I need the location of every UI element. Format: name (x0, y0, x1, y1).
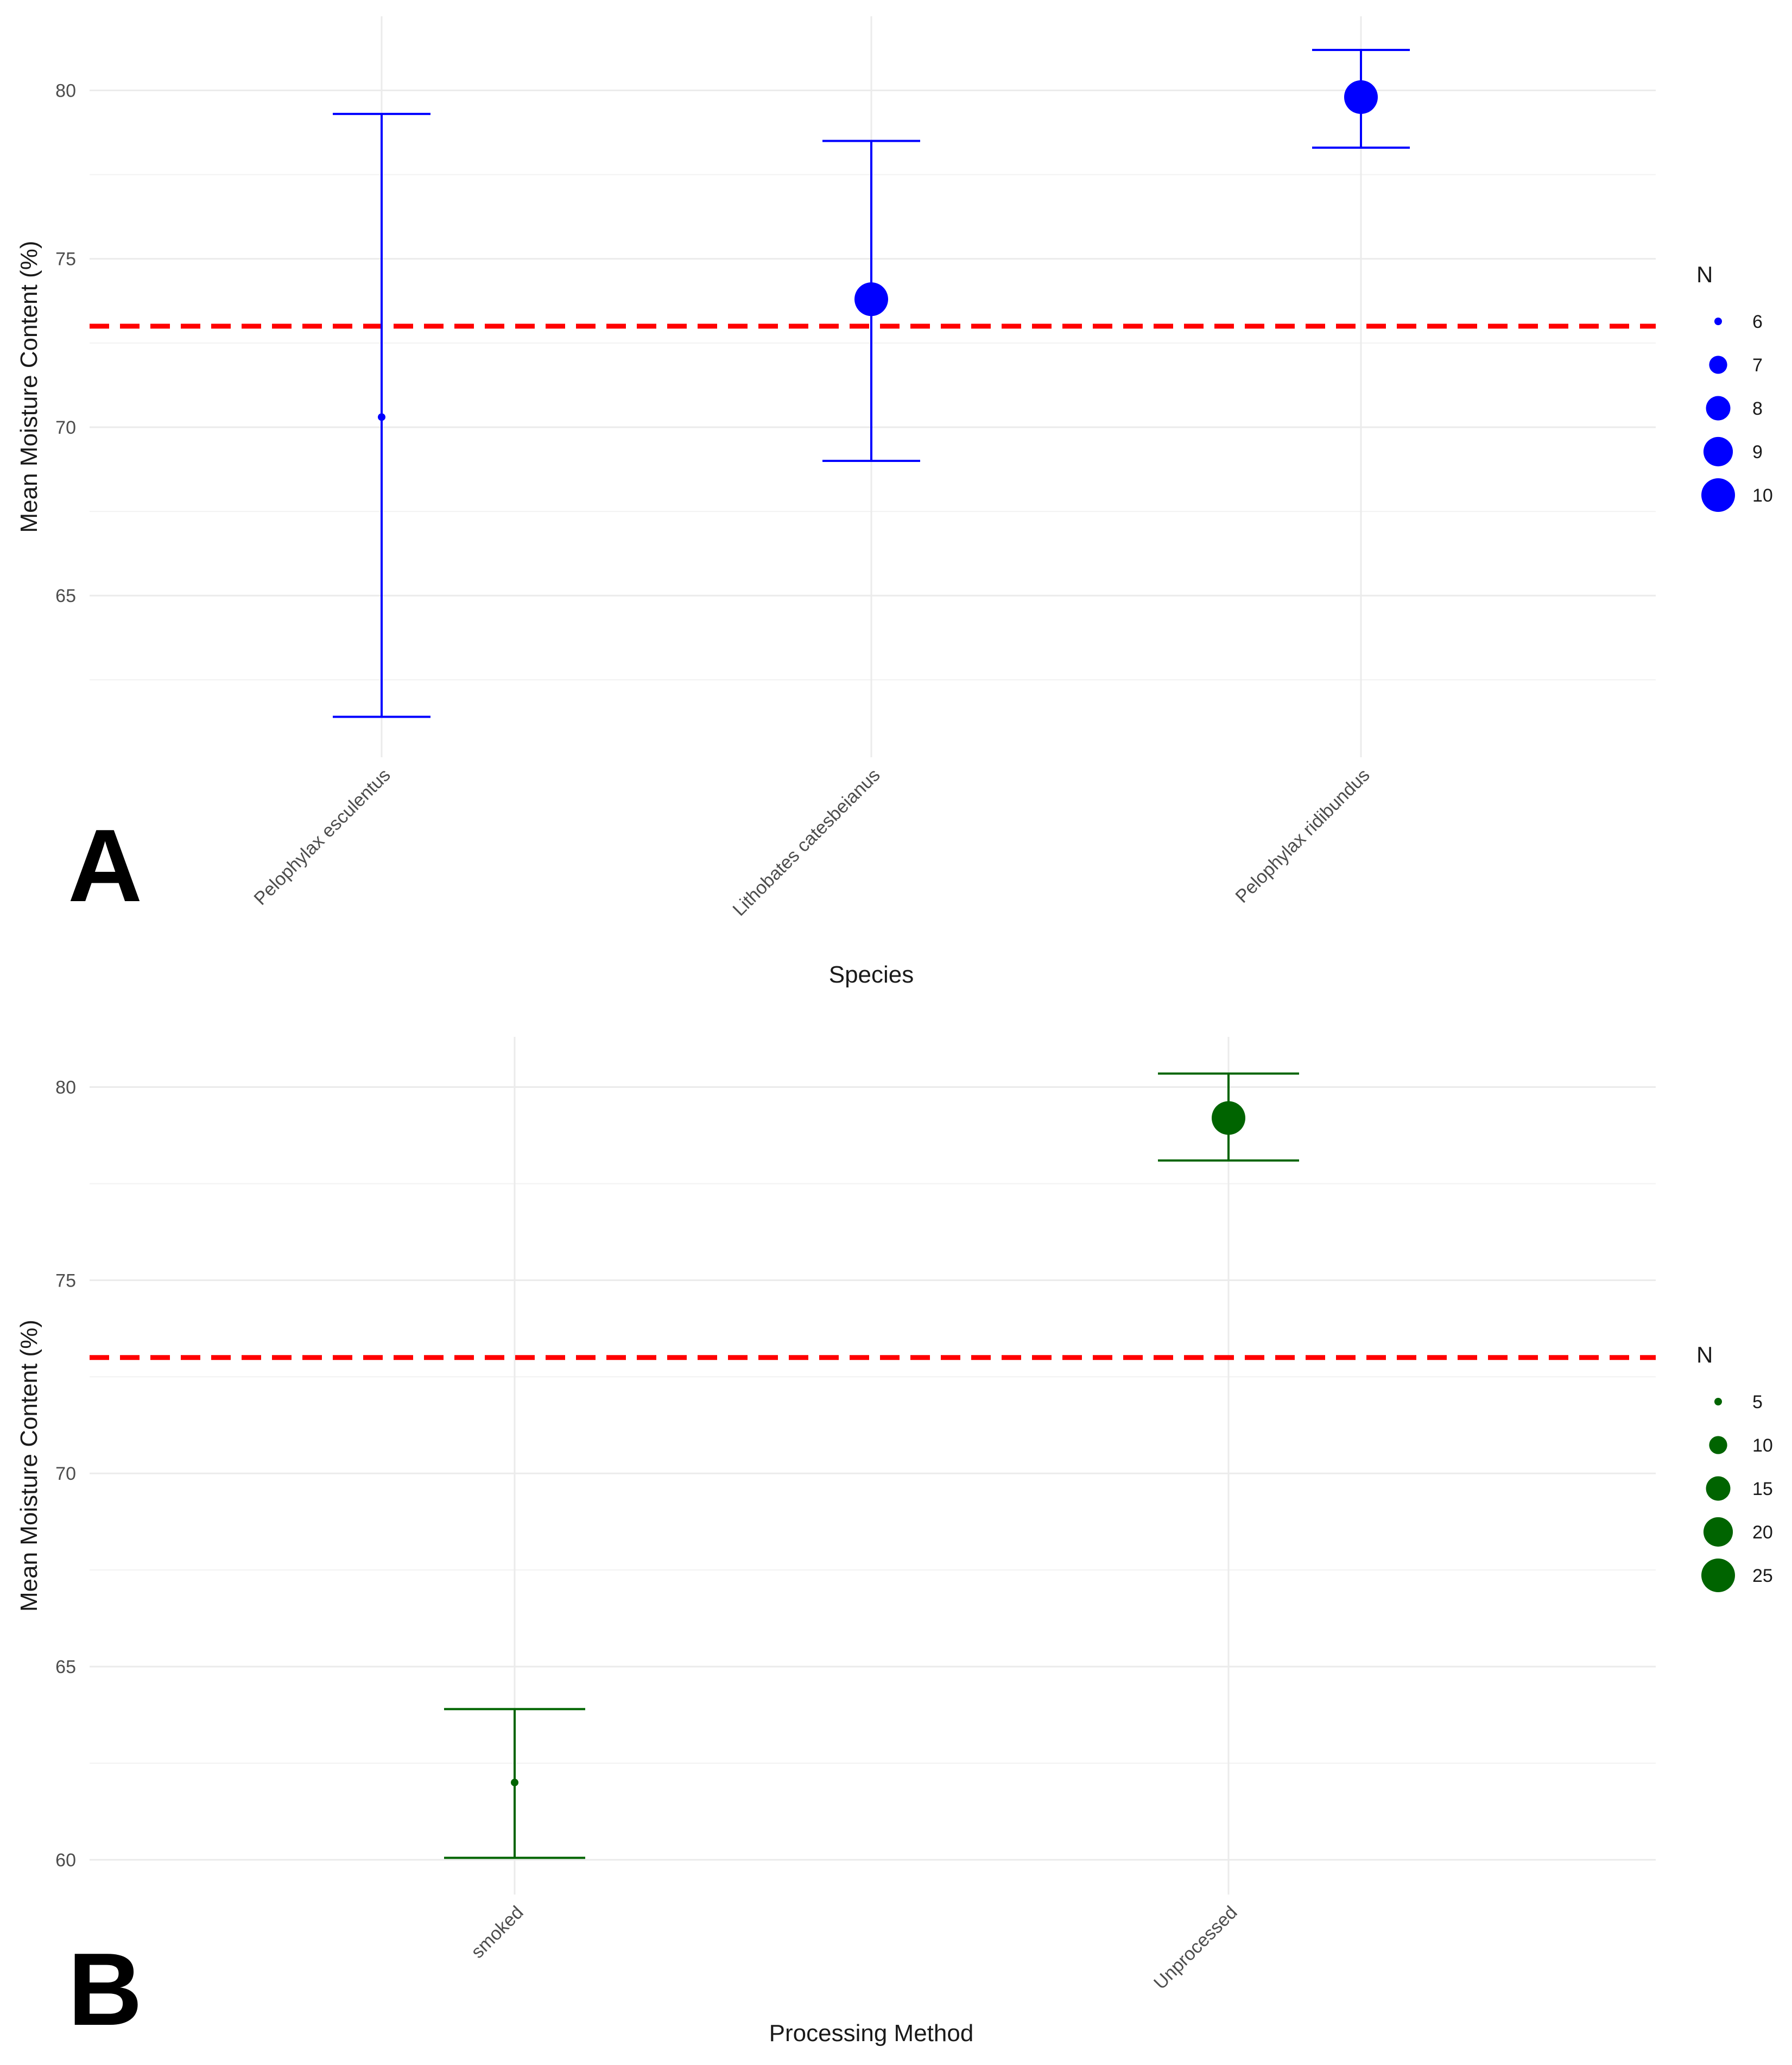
legend-label-9: 9 (1752, 442, 1763, 463)
legend-label-15: 15 (1752, 1479, 1773, 1499)
size-legend: N 6 7 8 9 10 (1696, 262, 1773, 512)
y-tick-label: 75 (55, 249, 76, 270)
legend-title: N (1696, 1342, 1713, 1367)
error-bar-pelophylax-ridibundus (1312, 49, 1410, 149)
legend-label-25: 25 (1752, 1566, 1773, 1586)
legend-key-9 (1703, 436, 1733, 467)
panel-a-species-chart: 65 70 75 80 Pelophylax esculentus Lithobates … (16, 16, 1773, 988)
legend-key-10 (1701, 478, 1735, 512)
x-tick-label-smoked: smoked (467, 1902, 528, 1962)
y-tick-label: 65 (55, 586, 76, 606)
y-tick-label: 60 (55, 1850, 76, 1871)
legend-label-7: 7 (1752, 355, 1763, 376)
legend-key-10 (1709, 1436, 1727, 1454)
legend-key-25 (1701, 1559, 1735, 1592)
x-tick-label-unprocessed: Unprocessed (1150, 1902, 1242, 1994)
legend-label-10: 10 (1752, 1435, 1773, 1456)
legend-label-10: 10 (1752, 485, 1773, 506)
error-bar-pelophylax-esculentus (333, 112, 430, 718)
legend-key-15 (1706, 1476, 1731, 1501)
legend-key-6 (1714, 318, 1722, 325)
mean-point-lithobates-catesbeianus (854, 282, 888, 316)
x-axis-title: Processing Method (769, 2020, 974, 2047)
error-bar-unprocessed (1158, 1072, 1299, 1162)
mean-point-smoked (511, 1778, 518, 1787)
x-axis-title: Species (829, 961, 914, 988)
y-tick-label: 70 (55, 1464, 76, 1484)
x-tick-label-pelophylax-esculentus: Pelophylax esculentus (250, 765, 395, 909)
legend-label-8: 8 (1752, 398, 1763, 419)
mean-point-unprocessed (1212, 1101, 1245, 1135)
legend-label-6: 6 (1752, 312, 1763, 332)
legend-title: N (1696, 262, 1713, 287)
legend-key-7 (1709, 356, 1727, 374)
x-tick-label-lithobates-catesbeianus: Lithobates catesbeianus (729, 765, 884, 920)
error-bar-lithobates-catesbeianus (822, 140, 920, 462)
panel-letter: B (68, 1932, 142, 2047)
panel-b-processing-method-chart: 60 65 70 75 80 smoked Unprocessed Processing Me… (16, 1037, 1773, 2047)
legend-key-5 (1714, 1398, 1722, 1405)
mean-point-pelophylax-esculentus (378, 413, 385, 421)
panel-letter: A (68, 808, 142, 923)
legend-key-8 (1706, 396, 1731, 421)
y-axis-title: Mean Moisture Content (%) (16, 1320, 42, 1612)
legend-key-20 (1703, 1517, 1733, 1547)
x-tick-label-pelophylax-ridibundus: Pelophylax ridibundus (1232, 765, 1374, 907)
y-tick-label: 80 (55, 1078, 76, 1098)
y-tick-label: 75 (55, 1270, 76, 1291)
mean-point-pelophylax-ridibundus (1344, 80, 1378, 114)
y-axis-title: Mean Moisture Content (%) (16, 241, 42, 533)
error-bar-smoked (444, 1708, 585, 1859)
y-tick-label: 80 (55, 81, 76, 102)
y-tick-label: 65 (55, 1657, 76, 1677)
legend-label-20: 20 (1752, 1522, 1773, 1543)
y-tick-label: 70 (55, 417, 76, 438)
legend-label-5: 5 (1752, 1392, 1763, 1412)
size-legend: N 5 10 15 20 25 (1696, 1342, 1773, 1592)
